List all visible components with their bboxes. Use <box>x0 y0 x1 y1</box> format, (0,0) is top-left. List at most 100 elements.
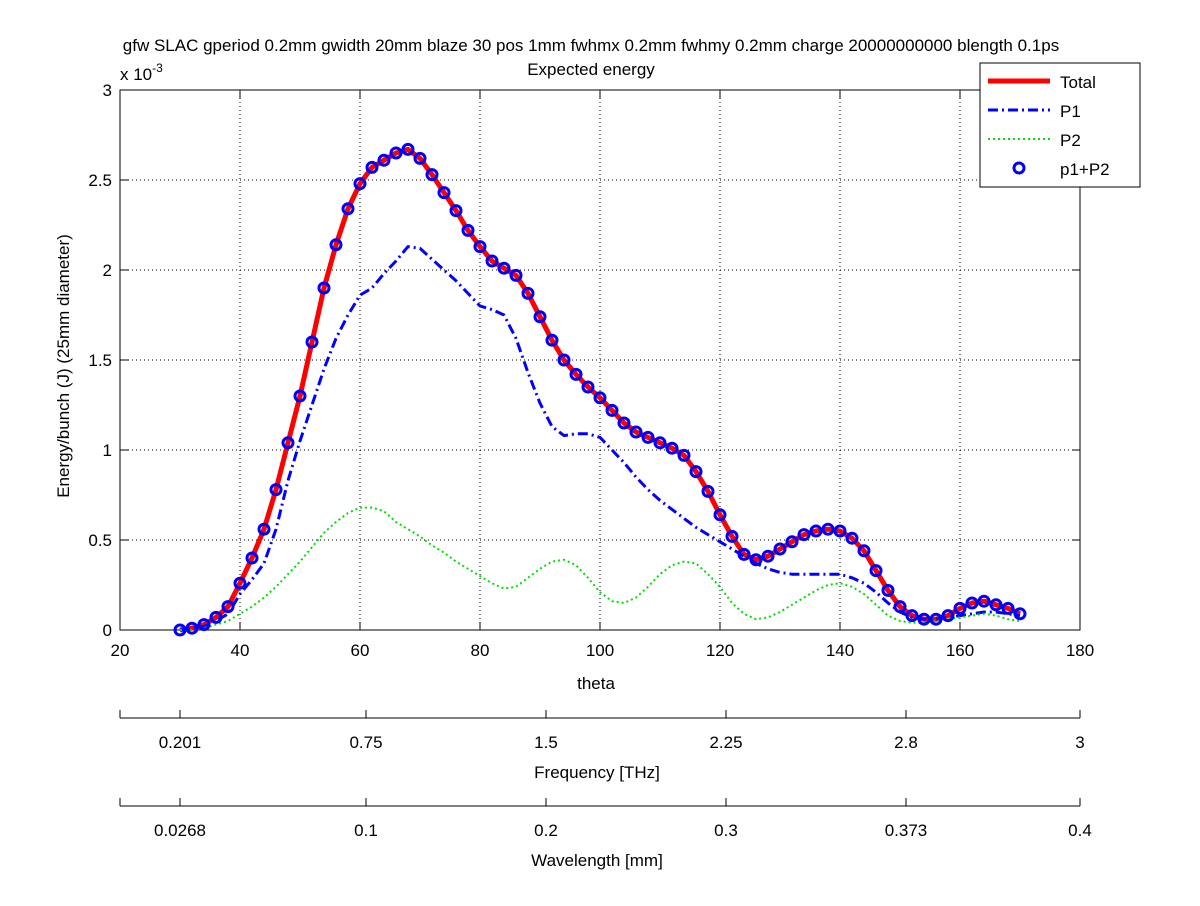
data-point-sum <box>629 425 643 439</box>
data-point-sum <box>773 542 787 556</box>
data-point-sum <box>533 310 547 324</box>
data-point-sum <box>509 268 523 282</box>
legend-swatch-sum <box>1012 161 1026 175</box>
data-point-sum <box>353 177 367 191</box>
data-point-sum <box>401 142 415 156</box>
data-point-sum <box>653 436 667 450</box>
x-tick-label: 100 <box>586 641 614 660</box>
data-point-sum <box>221 600 235 614</box>
legend-label-p1: P1 <box>1060 102 1081 121</box>
secondary-tick-label: 0.75 <box>349 733 382 752</box>
data-point-sum <box>641 430 655 444</box>
data-point-sum <box>485 254 499 268</box>
data-point-sum <box>497 261 511 275</box>
wavelength-axis-label: Wavelength [mm] <box>531 851 663 870</box>
x-tick-label: 180 <box>1066 641 1094 660</box>
y-multiplier-label: x 10-3 <box>120 61 163 84</box>
data-point-sum <box>461 223 475 237</box>
data-point-sum <box>173 623 187 637</box>
x-tick-label: 60 <box>351 641 370 660</box>
data-point-sum <box>269 483 283 497</box>
data-point-sum <box>881 583 895 597</box>
secondary-axes: 0.201 0.75 1.5 2.25 2.8 3 0.0268 0.1 0.2 0.3 0.373… <box>119 710 1092 840</box>
data-point-sum <box>857 544 871 558</box>
data-point-sum <box>209 610 223 624</box>
y-tick-label: 2.5 <box>88 171 112 190</box>
data-point-sum <box>281 436 295 450</box>
data-point-sum <box>749 553 763 567</box>
y-tick-label: 3 <box>103 81 112 100</box>
data-point-sum <box>569 367 583 381</box>
data-point-sum <box>689 465 703 479</box>
data-point-sum <box>941 609 955 623</box>
data-point-sum <box>989 598 1003 612</box>
series-line-p2 <box>180 506 1021 631</box>
data-point-sum <box>245 551 259 565</box>
secondary-tick-label: 0.1 <box>354 821 378 840</box>
data-point-sum <box>425 168 439 182</box>
chart-title: gfw SLAC gperiod 0.2mm gwidth 20mm blaze… <box>123 36 1059 55</box>
legend-label-sum: p1+P2 <box>1060 160 1110 179</box>
data-point-sum <box>725 529 739 543</box>
series-line-p1 <box>179 245 1021 632</box>
data-point-sum <box>437 186 451 200</box>
y-tick-label: 0 <box>103 621 112 640</box>
secondary-tick-label: 0.2 <box>534 821 558 840</box>
legend-label-p2: P2 <box>1060 131 1081 150</box>
y-tick-label: 1 <box>103 441 112 460</box>
chart-subtitle: Expected energy <box>527 60 655 79</box>
data-point-sum <box>365 160 379 174</box>
series-line-total <box>179 146 1022 633</box>
data-point-sum <box>869 564 883 578</box>
secondary-tick-label: 0.201 <box>159 733 202 752</box>
x-axis-label: theta <box>577 674 615 693</box>
x-tick-label: 20 <box>111 641 130 660</box>
data-point-sum <box>257 522 271 536</box>
data-point-sum <box>305 335 319 349</box>
y-tick-label: 2 <box>103 261 112 280</box>
data-point-sum <box>317 281 331 295</box>
data-point-sum <box>413 151 427 165</box>
data-point-sum <box>665 441 679 455</box>
data-point-sum <box>977 594 991 608</box>
data-point-sum <box>197 618 211 632</box>
data-point-sum <box>1001 601 1015 615</box>
data-point-sum <box>761 549 775 563</box>
legend: Total P1 P2 p1+P2 <box>979 62 1141 188</box>
data-point-sum <box>377 153 391 167</box>
data-point-sum <box>605 403 619 417</box>
data-point-sum <box>593 391 607 405</box>
data-point-sum <box>701 484 715 498</box>
data-point-sum <box>929 612 943 626</box>
data-point-sum <box>797 528 811 542</box>
legend-label-total: Total <box>1060 73 1096 92</box>
data-point-sum <box>677 448 691 462</box>
secondary-tick-label: 3 <box>1075 733 1084 752</box>
x-tick-label: 80 <box>471 641 490 660</box>
data-point-sum <box>449 204 463 218</box>
data-point-sum <box>329 238 343 252</box>
data-point-sum <box>341 202 355 216</box>
data-point-sum <box>617 416 631 430</box>
data-point-sum <box>785 535 799 549</box>
x-tick-label: 120 <box>706 641 734 660</box>
data-point-sum <box>581 380 595 394</box>
secondary-tick-label: 2.8 <box>894 733 918 752</box>
secondary-tick-label: 2.25 <box>709 733 742 752</box>
data-point-sum <box>1013 607 1027 621</box>
data-point-sum <box>845 531 859 545</box>
data-point-sum <box>893 600 907 614</box>
data-point-sum <box>821 522 835 536</box>
y-tick-label: 0.5 <box>88 531 112 550</box>
data-point-sum <box>185 621 199 635</box>
data-point-sum <box>965 596 979 610</box>
secondary-tick-label: 0.0268 <box>154 821 206 840</box>
data-point-sum <box>233 576 247 590</box>
data-point-sum <box>737 547 751 561</box>
data-point-sum <box>521 286 535 300</box>
y-multiplier-base: x 10 <box>120 65 152 84</box>
data-point-sum <box>545 333 559 347</box>
data-point-sum <box>809 524 823 538</box>
y-multiplier-exponent: -3 <box>152 61 163 75</box>
